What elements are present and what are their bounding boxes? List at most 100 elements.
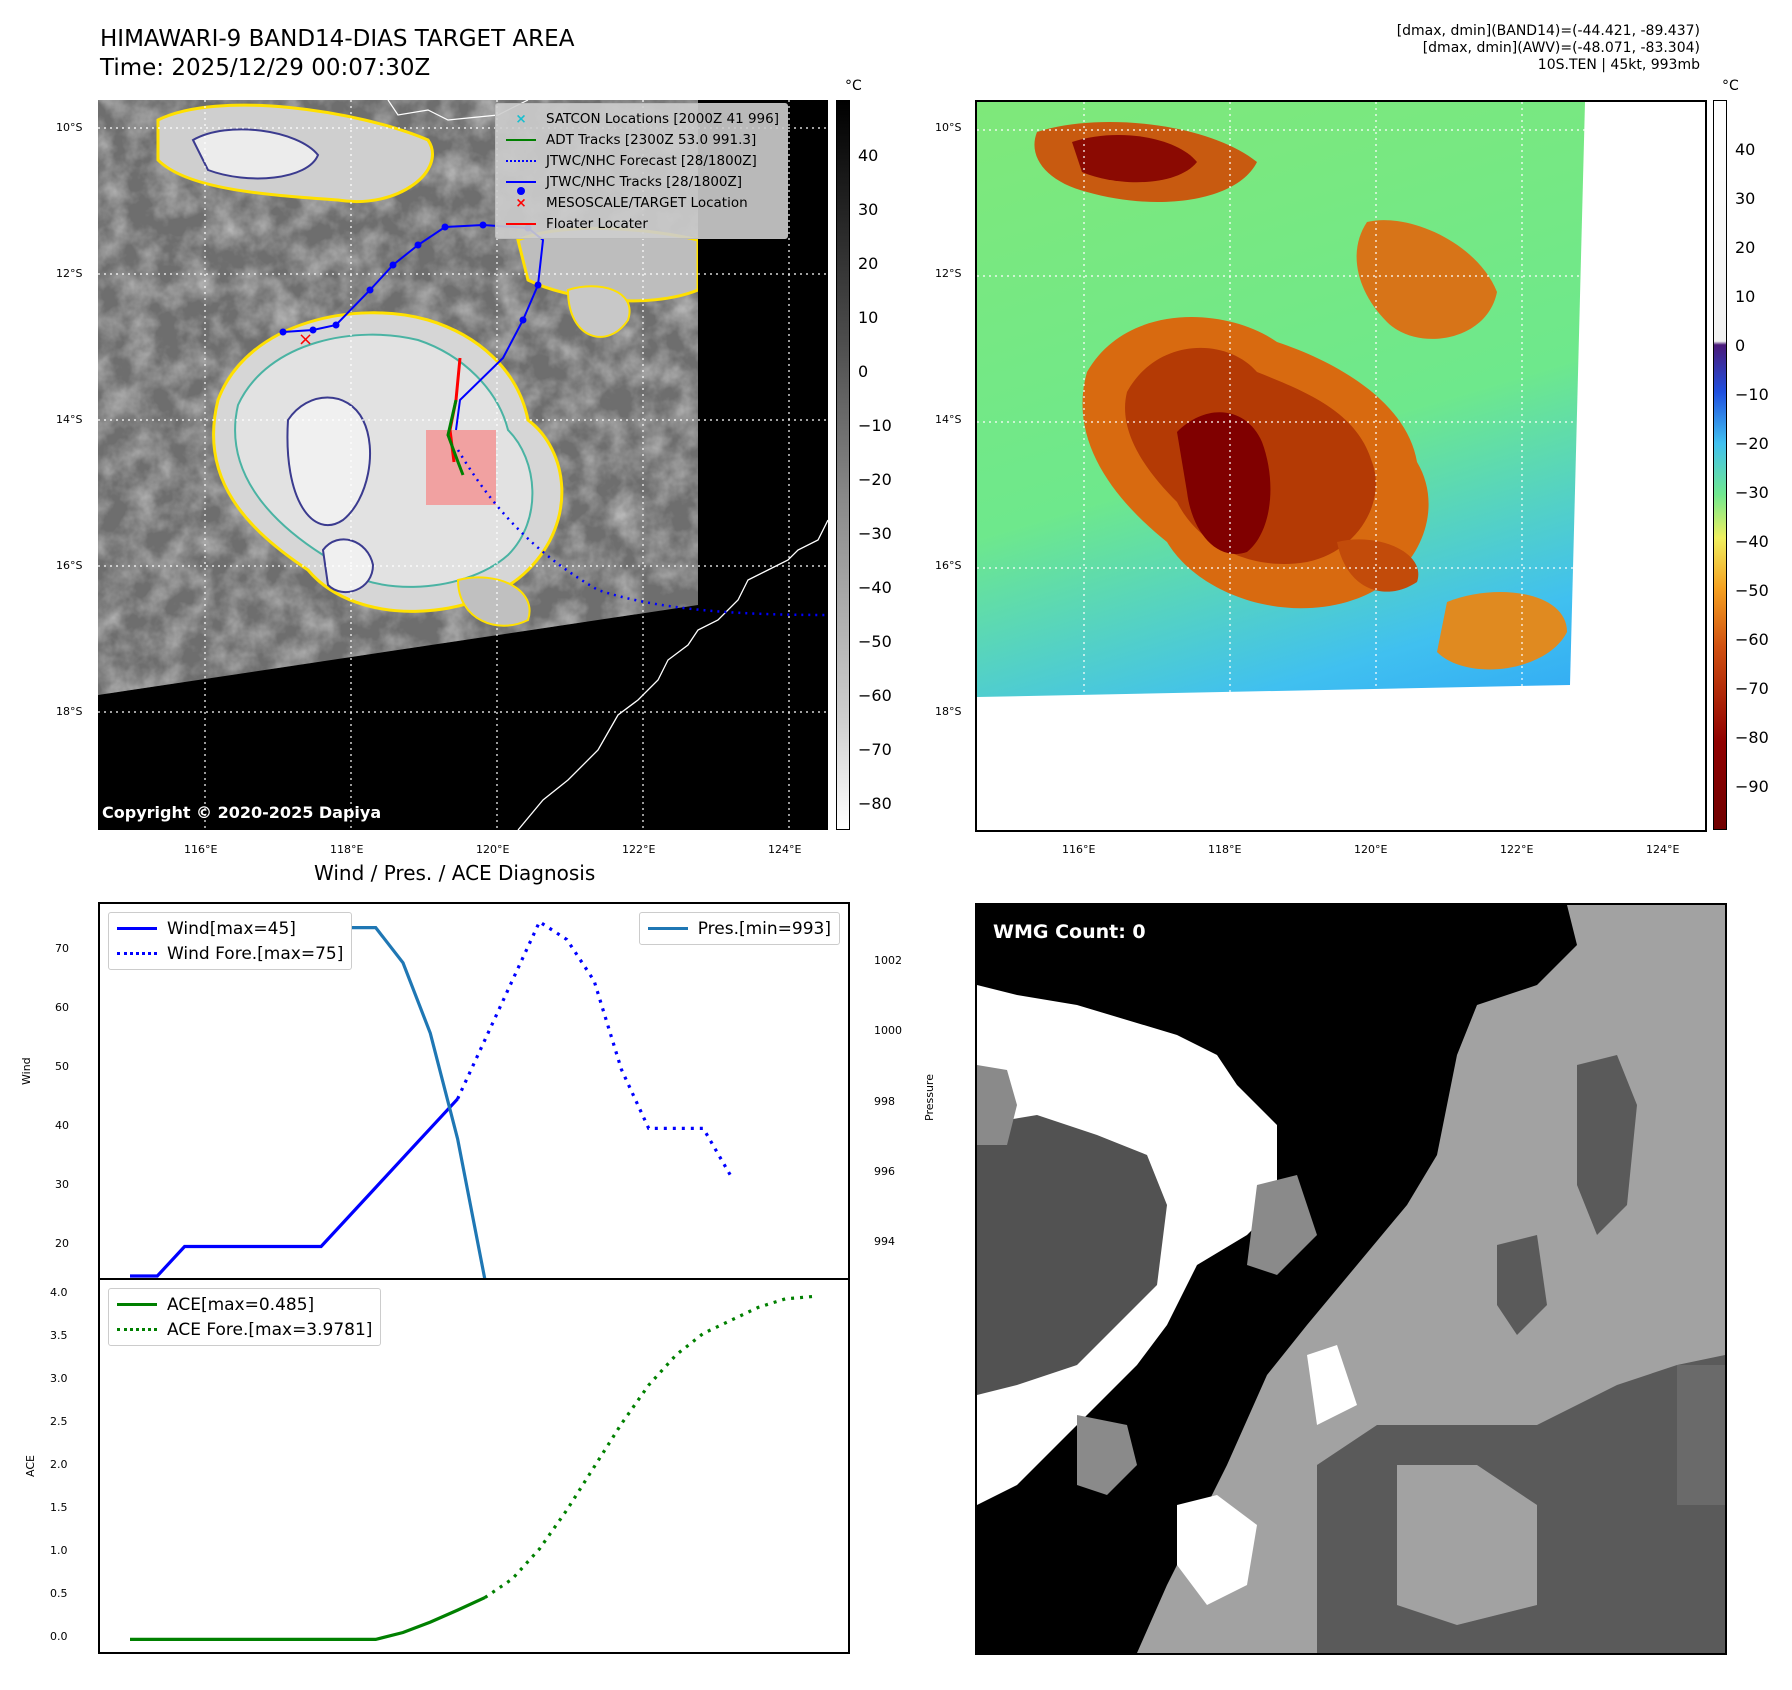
awv-satellite-map [975, 100, 1707, 832]
ace-line-icon [117, 1303, 157, 1306]
info-line-3: 10S.TEN | 45kt, 993mb [1537, 57, 1700, 73]
wind-line-icon [117, 927, 157, 930]
forecast-dotted-icon [504, 159, 538, 162]
ir-cb-tick: −70 [858, 740, 892, 759]
awv-lon-tick: 122°E [1500, 843, 1534, 856]
ir-cb-tick: −60 [858, 686, 892, 705]
ir-lat-tick: 10°S [56, 121, 83, 134]
series-line-1 [456, 919, 732, 1177]
wind-y-tick: 70 [55, 942, 69, 956]
figure-title: HIMAWARI-9 BAND14-DIAS TARGET AREA Time:… [100, 25, 574, 83]
series-line-2 [130, 926, 487, 1278]
tracks-line-dot-icon [504, 180, 538, 195]
ir-lat-tick: 12°S [56, 267, 83, 280]
ace-y-tick: 0.0 [50, 1630, 68, 1644]
title-line-1: HIMAWARI-9 BAND14-DIAS TARGET AREA [100, 26, 575, 52]
awv-cb-tick: −30 [1735, 483, 1769, 502]
awv-colorbar-unit: °C [1722, 78, 1739, 94]
awv-lat-tick: 18°S [935, 705, 962, 718]
ace-y-tick: 1.0 [50, 1544, 68, 1558]
ir-cb-tick: 10 [858, 308, 879, 327]
ir-cb-tick: −40 [858, 578, 892, 597]
wind-forecast-line-icon [117, 952, 157, 955]
series-line-0 [130, 1097, 459, 1278]
awv-cb-tick: −50 [1735, 581, 1769, 600]
wind-y-tick: 40 [55, 1119, 69, 1133]
satcon-x-icon: × [515, 110, 527, 127]
copyright-text: Copyright © 2020-2025 Dapiya [102, 803, 382, 822]
awv-cb-tick: −80 [1735, 728, 1769, 747]
awv-map-graphic [977, 102, 1705, 830]
ace-forecast-line-icon [117, 1328, 157, 1331]
ir-lon-tick: 122°E [622, 843, 656, 856]
adt-track [446, 399, 465, 476]
awv-cb-tick: 0 [1735, 336, 1746, 355]
awv-cb-tick: −60 [1735, 630, 1769, 649]
ir-cb-tick: −50 [858, 632, 892, 651]
wind-y-tick: 30 [55, 1178, 69, 1192]
wmg-count-label: WMG Count: 0 [993, 921, 1146, 943]
wmg-graphic [977, 905, 1725, 1653]
diagnosis-title: Wind / Pres. / ACE Diagnosis [314, 861, 596, 885]
ace-y-tick: 1.5 [50, 1501, 68, 1515]
target-location-marker: × [298, 329, 313, 350]
adt-line-icon [504, 138, 538, 141]
awv-lon-tick: 124°E [1646, 843, 1680, 856]
wind-pressure-chart: Wind[max=45] Wind Fore.[max=75] Pres.[mi… [98, 902, 850, 1280]
ace-chart-plot [130, 1294, 813, 1641]
awv-cb-tick: 10 [1735, 287, 1756, 306]
awv-cb-tick: −90 [1735, 777, 1769, 796]
ace-legend: ACE[max=0.485] ACE Fore.[max=3.9781] [108, 1288, 382, 1346]
ir-lon-tick: 118°E [330, 843, 364, 856]
awv-cb-tick: 30 [1735, 189, 1756, 208]
legend-wind: Wind[max=45] [117, 916, 343, 941]
pressure-axis-label: Pressure [923, 1074, 936, 1121]
awv-cb-tick: 40 [1735, 140, 1756, 159]
pressure-y-tick: 998 [874, 1094, 895, 1108]
ace-series-line-1 [483, 1294, 813, 1599]
legend-ace: ACE[max=0.485] [117, 1292, 372, 1317]
ir-cb-tick: −10 [858, 416, 892, 435]
ir-lat-tick: 18°S [56, 705, 83, 718]
legend-wind-forecast: Wind Fore.[max=75] [117, 941, 343, 966]
ace-y-tick: 2.0 [50, 1458, 68, 1471]
ace-axis-label: ACE [24, 1455, 37, 1477]
legend-pressure: Pres.[min=993] [647, 916, 831, 941]
legend-satcon: × SATCON Locations [2000Z 41 996] [504, 108, 779, 129]
legend-tracks: JTWC/NHC Tracks [28/1800Z] [504, 171, 779, 195]
ir-cb-tick: −20 [858, 470, 892, 489]
legend-ace-forecast: ACE Fore.[max=3.9781] [117, 1317, 372, 1342]
awv-lat-tick: 10°S [935, 121, 962, 134]
awv-lon-tick: 118°E [1208, 843, 1242, 856]
ir-colorbar [836, 100, 850, 830]
ace-y-tick: 0.5 [50, 1587, 68, 1601]
floater-line-icon [504, 222, 538, 225]
ir-lat-tick: 14°S [56, 413, 83, 426]
ir-cb-tick: 40 [858, 146, 879, 165]
awv-colorbar [1713, 100, 1727, 830]
awv-cb-tick: −40 [1735, 532, 1769, 551]
awv-cb-tick: −70 [1735, 679, 1769, 698]
wind-y-tick: 50 [55, 1060, 69, 1074]
awv-cb-tick: 20 [1735, 238, 1756, 257]
pressure-y-tick: 996 [874, 1164, 895, 1178]
ace-series-line-0 [130, 1596, 486, 1641]
ir-cb-tick: 0 [858, 362, 869, 381]
target-x-icon: × [515, 194, 527, 211]
awv-lon-tick: 116°E [1062, 843, 1096, 856]
info-line-2: [dmax, dmin](AWV)=(-48.071, -83.304) [1422, 40, 1700, 56]
ir-lon-tick: 116°E [184, 843, 218, 856]
ir-satellite-map: × Copyright © 2020-2025 Dapiya × SATCON … [98, 100, 828, 830]
ir-cb-tick: −80 [858, 794, 892, 813]
ace-y-tick: 3.0 [50, 1371, 68, 1385]
awv-cb-tick: −10 [1735, 385, 1769, 404]
ir-lat-tick: 16°S [56, 559, 83, 572]
legend-forecast: JTWC/NHC Forecast [28/1800Z] [504, 150, 779, 171]
pressure-line-icon [647, 927, 688, 930]
title-line-2: Time: 2025/12/29 00:07:30Z [100, 55, 431, 81]
pressure-y-tick: 1002 [874, 953, 902, 967]
ir-cb-tick: 30 [858, 200, 879, 219]
ir-lon-tick: 124°E [768, 843, 802, 856]
wind-axis-label: Wind [20, 1057, 33, 1085]
awv-lat-tick: 14°S [935, 413, 962, 426]
